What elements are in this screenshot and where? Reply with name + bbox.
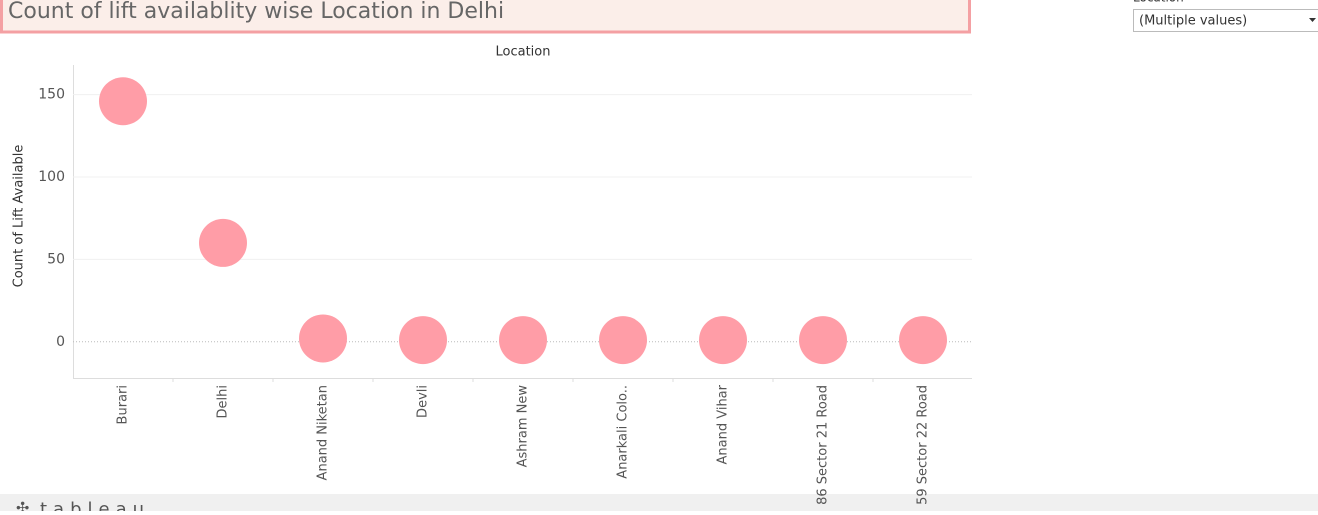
circle-mark [99,77,147,125]
brand-icon: ✣ [16,499,29,512]
brand: tableau [40,499,150,511]
circle-mark [899,316,947,364]
y-axis-label: Count of Lift Available [12,145,27,288]
x-tick-label: 86 Sector 21 Road [816,385,831,505]
x-tick-label: Anand Niketan [316,385,331,480]
x-tick-label: 59 Sector 22 Road [916,385,931,505]
circle-mark [299,314,347,362]
y-tick-label: 50 [47,251,65,267]
x-tick-label: Burari [116,385,131,424]
x-tick-label: Devli [416,385,431,418]
circle-mark [399,316,447,364]
circle-mark [499,316,547,364]
x-tick-label: Anarkali Colo.. [616,385,631,479]
chart-title: Count of lift availablity wise Location … [8,0,504,24]
y-tick-label: 150 [38,87,65,103]
x-tick-label: Delhi [216,385,231,418]
y-tick-label: 0 [56,334,65,350]
x-tick-label: Anand Vihar [716,384,731,464]
circle-mark [599,316,647,364]
filter-label: Location [1133,0,1184,5]
circle-mark [799,316,847,364]
filter-value: (Multiple values) [1139,14,1247,29]
circle-mark [199,219,247,267]
x-tick-label: Ashram New [516,385,531,468]
toolbar [0,494,1318,511]
y-tick-label: 100 [38,169,65,185]
column-header: Location [496,45,551,60]
circle-mark [699,316,747,364]
